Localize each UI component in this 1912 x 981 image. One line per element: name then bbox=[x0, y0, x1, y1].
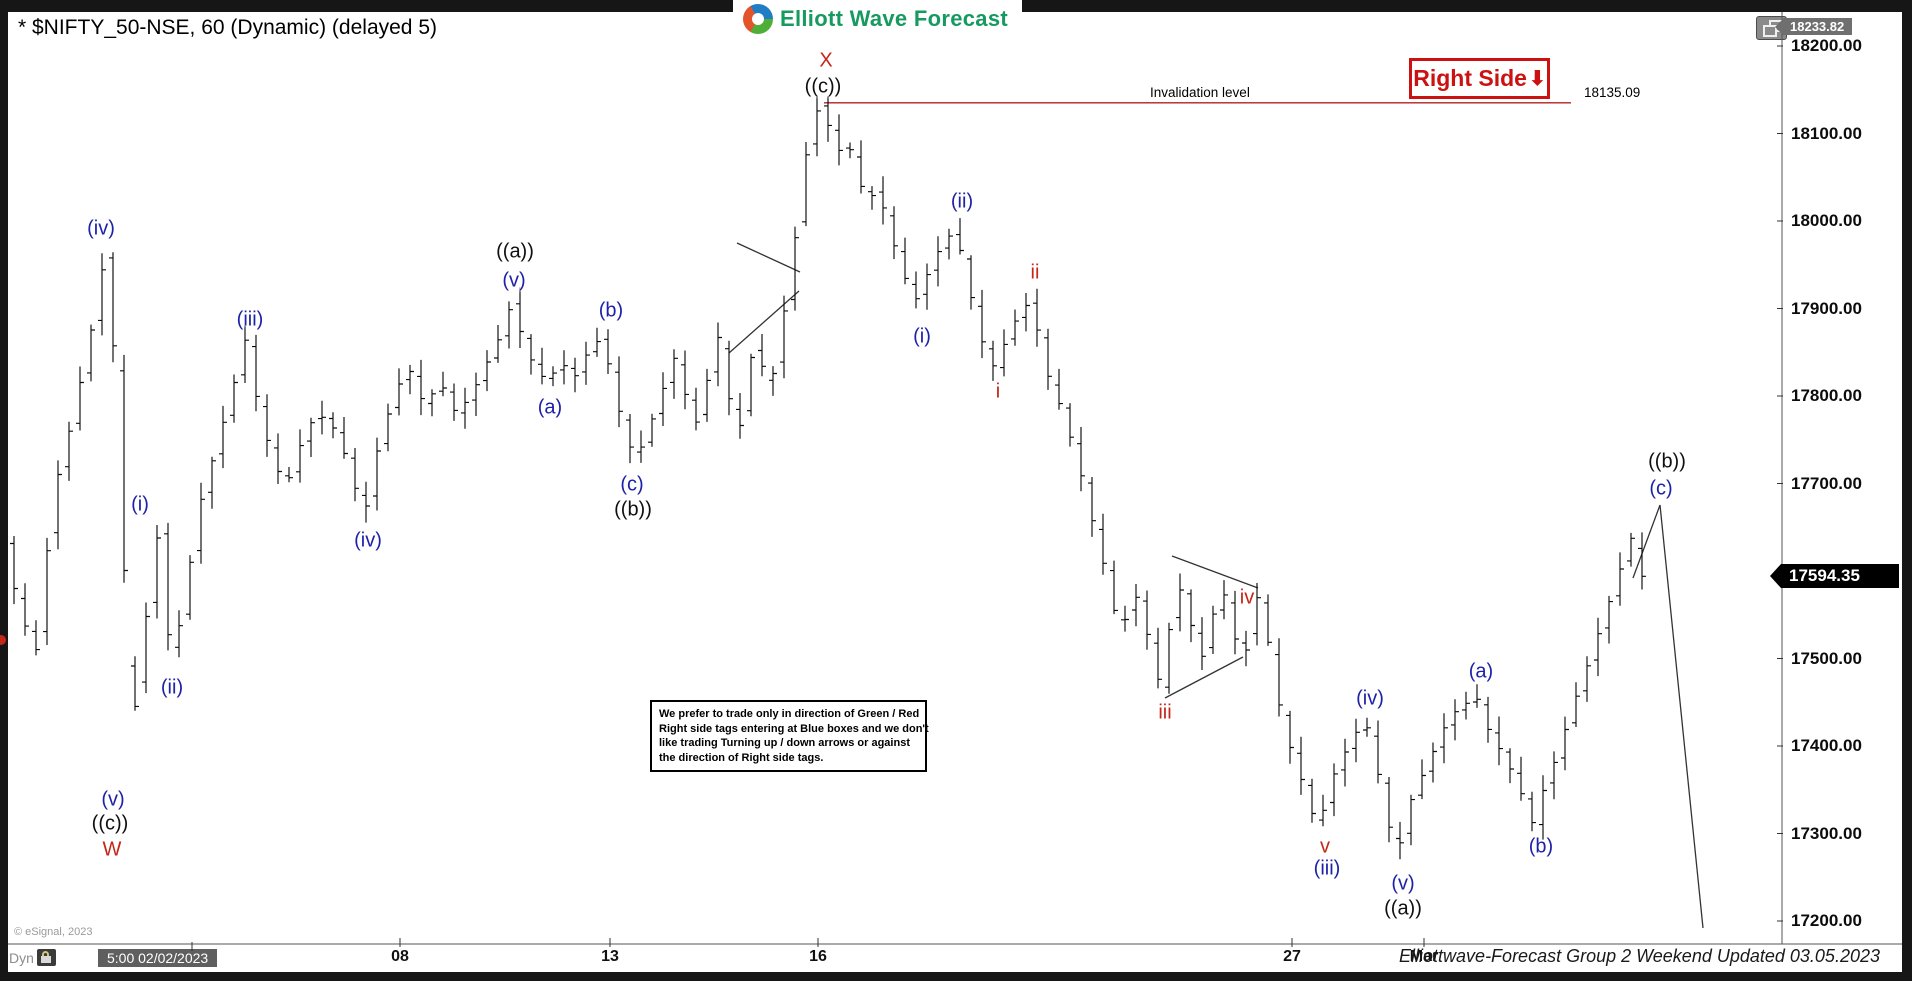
wave-label: (ii) bbox=[160, 676, 184, 699]
price-axis-label: 18100.00 bbox=[1791, 123, 1862, 143]
wave-label: (i) bbox=[131, 493, 149, 516]
wave-label: (iv) bbox=[354, 529, 382, 552]
wave-label: (iv) bbox=[1356, 687, 1384, 710]
trend-line bbox=[1659, 504, 1704, 929]
dyn-mode-button[interactable]: Dyn bbox=[9, 950, 34, 966]
wave-label: (iii) bbox=[1313, 857, 1341, 880]
clipped-label-marker bbox=[0, 635, 6, 645]
weekend-update-annotation: Elliottwave-Forecast Group 2 Weekend Upd… bbox=[1399, 946, 1880, 966]
brand-logo-text: Elliott Wave Forecast bbox=[780, 6, 1008, 31]
wave-label: W bbox=[102, 838, 122, 861]
price-axis-label: 17900.00 bbox=[1791, 298, 1862, 318]
esignal-copyright: © eSignal, 2023 bbox=[14, 926, 93, 938]
wave-label: (c) bbox=[1649, 477, 1673, 500]
trend-line bbox=[1164, 656, 1244, 699]
wave-label: ((a)) bbox=[496, 240, 534, 263]
window-frame-left bbox=[0, 0, 8, 981]
price-axis-label: 17400.00 bbox=[1791, 736, 1862, 755]
tag-arrow bbox=[1770, 563, 1781, 588]
note-line: We prefer to trade only in direction of … bbox=[659, 708, 920, 720]
note-line: Right side tags entering at Blue boxes a… bbox=[659, 722, 929, 735]
wave-label: (v) bbox=[1391, 872, 1415, 895]
session-high-price-tag: 18233.82 bbox=[1775, 18, 1853, 36]
wave-label: (a) bbox=[1468, 660, 1494, 683]
wave-label: (v) bbox=[502, 269, 526, 292]
last-price-tag: 17594.35 bbox=[1770, 563, 1899, 588]
wave-label: i bbox=[995, 380, 1001, 403]
price-axis-label: 18000.00 bbox=[1791, 211, 1862, 230]
ohlc-bars bbox=[10, 96, 1646, 860]
window-frame-bottom bbox=[0, 972, 1912, 981]
wave-label: (c) bbox=[620, 473, 644, 496]
wave-label: X bbox=[819, 49, 833, 72]
wave-label: ((c)) bbox=[804, 75, 842, 98]
wave-label: (b) bbox=[598, 299, 624, 322]
time-axis-label: 16 bbox=[809, 948, 827, 965]
wave-label: v bbox=[1320, 835, 1330, 858]
wave-label: (iv) bbox=[87, 217, 115, 240]
chart-title: * $NIFTY_50-NSE, 60 (Dynamic) (delayed 5… bbox=[18, 16, 437, 39]
trend-line bbox=[1632, 504, 1661, 579]
time-axis-label: 08 bbox=[391, 948, 409, 965]
down-arrow-icon: ⬇ bbox=[1528, 67, 1546, 90]
invalidation-level-label: Invalidation level bbox=[1150, 85, 1250, 100]
note-line: like trading Turning up / down arrows or… bbox=[659, 737, 910, 749]
price-axis-label: 18200.00 bbox=[1791, 36, 1862, 55]
window-frame-right bbox=[1902, 0, 1912, 981]
session-high-value: 18233.82 bbox=[1790, 19, 1845, 34]
wave-label: iii bbox=[1158, 701, 1172, 724]
right-side-annotation[interactable]: Right Side ⬇ bbox=[1409, 58, 1550, 99]
price-axis-label: 17800.00 bbox=[1791, 386, 1862, 405]
brand-swirl-icon bbox=[743, 4, 773, 34]
wave-label: ((c)) bbox=[91, 812, 129, 835]
right-side-label: Right Side bbox=[1413, 65, 1527, 91]
wave-label: (ii) bbox=[950, 190, 974, 213]
wave-label: (v) bbox=[101, 788, 125, 811]
wave-label: (i) bbox=[913, 325, 931, 348]
price-axis[interactable] bbox=[1782, 12, 1902, 944]
price-axis-label: 17300.00 bbox=[1791, 823, 1862, 843]
wave-label: (b) bbox=[1528, 835, 1554, 858]
lock-icon bbox=[42, 951, 49, 957]
wave-label: ((b)) bbox=[614, 498, 652, 521]
lock-icon bbox=[41, 956, 51, 963]
price-axis-label: 17200.00 bbox=[1791, 911, 1862, 930]
wave-label: (a) bbox=[537, 396, 563, 419]
time-axis-label: 27 bbox=[1283, 948, 1301, 965]
price-axis-label: 17700.00 bbox=[1791, 473, 1862, 493]
trend-line bbox=[1171, 555, 1259, 589]
invalidation-level-value: 18135.09 bbox=[1584, 85, 1641, 100]
note-line: the direction of Right side tags. bbox=[659, 751, 824, 764]
wave-label: ((a)) bbox=[1384, 897, 1422, 920]
cursor-time-tag: 5:00 02/02/2023 bbox=[98, 949, 218, 967]
time-axis-label: Mar bbox=[1409, 948, 1439, 965]
trend-line bbox=[736, 242, 801, 273]
lock-button[interactable] bbox=[37, 949, 56, 966]
brand-logo: Elliott Wave Forecast bbox=[733, 0, 1022, 38]
wave-label: iv bbox=[1239, 586, 1255, 609]
wave-label: ii bbox=[1030, 261, 1040, 284]
time-axis-label: 13 bbox=[601, 948, 619, 965]
last-price-value: 17594.35 bbox=[1789, 565, 1860, 585]
price-axis-label: 17500.00 bbox=[1791, 648, 1862, 668]
trading-note-annotation[interactable]: We prefer to trade only in direction of … bbox=[650, 700, 929, 772]
wave-label: ((b)) bbox=[1648, 450, 1686, 473]
tag-arrow bbox=[1775, 18, 1784, 36]
wave-label: (iii) bbox=[236, 308, 264, 331]
trend-line bbox=[728, 290, 800, 354]
